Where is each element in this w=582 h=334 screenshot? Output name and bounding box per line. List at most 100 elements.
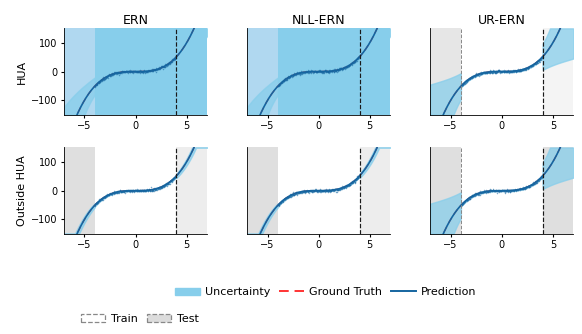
Point (125, 69, 134, 75)
Point (333, 67, 343, 72)
Point (303, 68, 313, 73)
Point (512, 187, 521, 193)
Point (495, 67, 504, 73)
Point (496, 189, 505, 194)
Point (350, 59, 360, 65)
Point (510, 188, 520, 193)
Point (166, 178, 176, 184)
Point (510, 68, 519, 74)
Point (462, 78, 471, 84)
Point (112, 190, 122, 195)
Point (129, 69, 138, 74)
Point (463, 197, 473, 202)
Point (342, 64, 352, 69)
Point (146, 187, 155, 193)
Point (107, 71, 116, 76)
Point (323, 69, 332, 74)
Point (145, 188, 154, 193)
Point (135, 187, 144, 192)
Point (313, 187, 322, 192)
Point (308, 70, 318, 76)
Point (162, 181, 172, 187)
Point (298, 189, 307, 194)
Point (494, 188, 503, 194)
Point (109, 70, 119, 76)
Point (129, 189, 138, 194)
Point (137, 69, 146, 74)
Point (349, 59, 359, 64)
Point (285, 74, 294, 79)
Point (474, 71, 483, 77)
Point (292, 191, 301, 196)
Point (306, 189, 315, 194)
Point (148, 68, 158, 73)
Point (146, 188, 155, 193)
Point (311, 69, 320, 75)
Point (150, 186, 159, 191)
Point (485, 189, 494, 194)
Point (487, 68, 496, 74)
Point (294, 190, 304, 196)
Point (527, 63, 537, 68)
Point (290, 191, 300, 197)
Point (512, 69, 521, 74)
Point (160, 181, 169, 186)
Point (526, 64, 535, 69)
Point (121, 187, 130, 193)
Point (519, 186, 528, 191)
Point (108, 71, 117, 77)
Point (169, 176, 179, 181)
Point (469, 74, 478, 79)
Point (336, 67, 345, 72)
Point (317, 69, 326, 74)
Point (313, 189, 322, 194)
Point (335, 187, 345, 192)
Point (494, 68, 503, 74)
Point (304, 69, 313, 75)
Point (353, 174, 363, 179)
Point (537, 174, 546, 180)
Point (519, 67, 528, 72)
Point (514, 67, 524, 73)
Point (307, 68, 317, 74)
Point (354, 174, 363, 179)
Point (90, 203, 100, 208)
Point (157, 185, 166, 190)
Point (343, 183, 353, 188)
Point (284, 194, 293, 200)
Point (306, 189, 315, 194)
Point (150, 188, 159, 193)
Point (285, 193, 294, 199)
Point (523, 65, 532, 71)
Point (95, 198, 105, 204)
Point (307, 188, 316, 193)
Point (115, 188, 125, 194)
Point (312, 70, 321, 75)
Point (473, 72, 482, 77)
Point (110, 70, 119, 76)
Point (478, 71, 487, 76)
Point (460, 81, 469, 87)
Point (323, 188, 332, 193)
Point (332, 67, 342, 72)
Point (111, 70, 120, 76)
Point (516, 186, 526, 192)
Point (279, 78, 289, 83)
Point (164, 181, 173, 187)
Point (460, 199, 469, 204)
Point (478, 189, 487, 194)
Point (466, 75, 475, 80)
Point (520, 66, 529, 71)
Point (474, 71, 484, 77)
Point (288, 192, 297, 197)
Point (136, 188, 145, 194)
Point (301, 189, 310, 194)
Point (130, 68, 140, 73)
Point (151, 186, 160, 191)
Point (527, 183, 537, 188)
Point (148, 66, 158, 72)
Point (167, 59, 176, 64)
Point (350, 180, 360, 185)
Point (168, 175, 178, 180)
Point (464, 77, 474, 82)
